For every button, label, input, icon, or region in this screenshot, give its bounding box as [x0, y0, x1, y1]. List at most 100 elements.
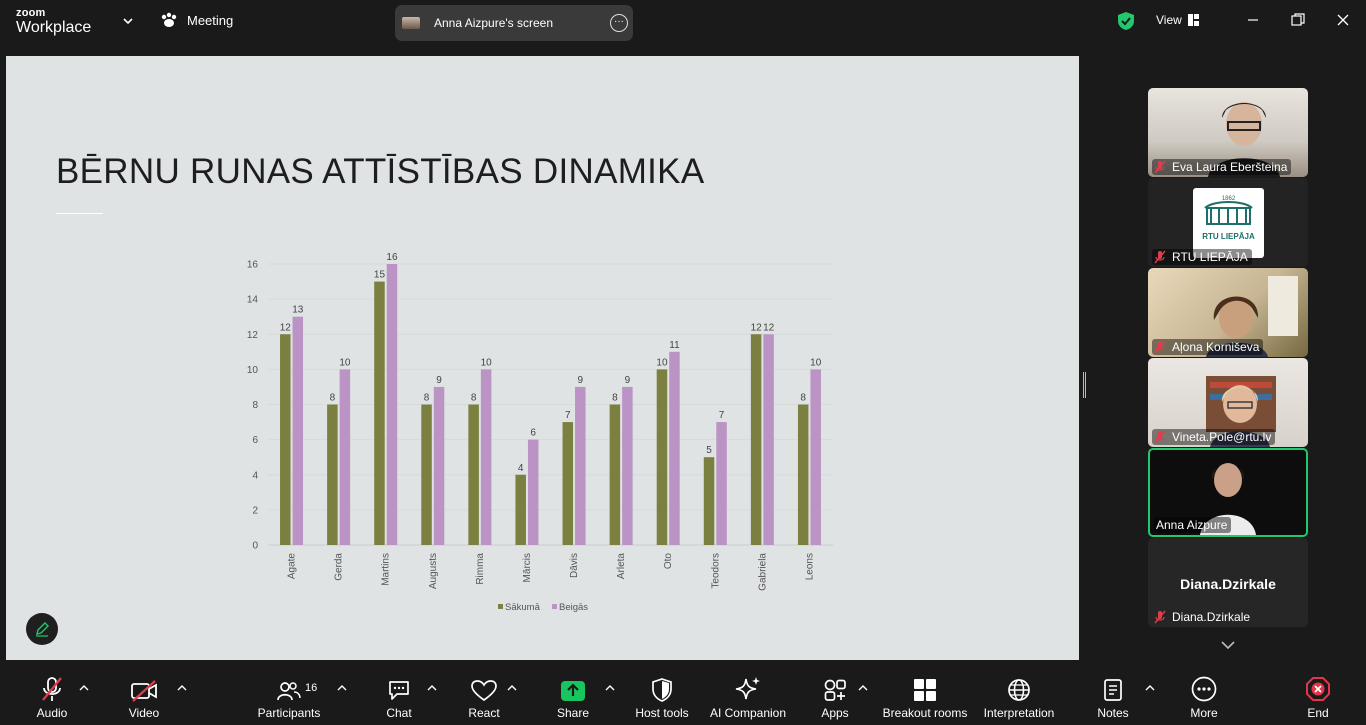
meeting-label: Meeting: [187, 12, 234, 28]
notes-label: Notes: [1097, 706, 1129, 720]
participant-tile-active-speaker[interactable]: Anna Aizpure: [1148, 448, 1308, 537]
data-label: 5: [706, 445, 712, 456]
close-icon[interactable]: [1335, 12, 1351, 28]
data-label: 12: [280, 322, 292, 333]
x-tick-label: Mārcis: [522, 553, 533, 582]
x-tick-label: Oto: [663, 553, 674, 570]
bar-beigas: [716, 422, 727, 545]
participant-tile[interactable]: Eva Laura Eberšteina: [1148, 88, 1308, 177]
notes-options-caret-icon[interactable]: [1145, 684, 1155, 692]
chat-button[interactable]: Chat: [380, 668, 418, 725]
x-tick-label: Dāvis: [569, 553, 580, 578]
audio-label: Audio: [36, 706, 68, 720]
notes-button[interactable]: Notes: [1094, 668, 1132, 725]
interpretation-button[interactable]: Interpretation: [982, 668, 1056, 725]
org-logo: 1862 RTU LIEPĀJA: [1193, 188, 1264, 258]
participant-tile[interactable]: Vineta.Pole@rtu.lv: [1148, 358, 1308, 447]
x-tick-label: Teodors: [710, 553, 721, 589]
host-tools-button[interactable]: Host tools: [634, 668, 690, 725]
participant-name-text: Eva Laura Eberšteina: [1172, 160, 1288, 174]
share-button[interactable]: Share: [553, 668, 593, 725]
video-button[interactable]: Video: [122, 668, 166, 725]
x-tick-label: Agate: [287, 553, 298, 580]
pencil-icon: [36, 622, 49, 637]
sparkle-icon: [735, 677, 760, 700]
annotate-button[interactable]: [26, 613, 58, 645]
x-tick-label: Gerda: [334, 553, 345, 581]
x-tick-label: Martins: [381, 553, 392, 586]
restore-icon[interactable]: [1290, 12, 1306, 28]
y-tick-label: 4: [252, 470, 258, 481]
security-shield-icon[interactable]: [1117, 11, 1135, 31]
data-label: 9: [436, 375, 442, 386]
bar-beigas: [527, 439, 539, 545]
react-options-caret-icon[interactable]: [507, 684, 517, 692]
bar-sakuma: [327, 404, 338, 545]
legend-label: Beigās: [559, 602, 588, 613]
more-button[interactable]: More: [1184, 668, 1224, 725]
participant-tile[interactable]: Aļona Korniševa: [1148, 268, 1308, 357]
slide-title: BĒRNU RUNAS ATTĪSTĪBAS DINAMIKA: [56, 152, 705, 191]
y-tick-label: 2: [252, 505, 258, 516]
data-label: 7: [719, 410, 725, 421]
x-tick-label: Arleta: [616, 553, 627, 580]
chat-options-caret-icon[interactable]: [427, 684, 437, 692]
ai-companion-label: AI Companion: [709, 706, 787, 720]
scroll-down-chevron-icon[interactable]: [1220, 639, 1236, 651]
data-label: 13: [292, 305, 304, 316]
bar-beigas: [292, 316, 304, 545]
apps-options-caret-icon[interactable]: [858, 684, 868, 692]
data-label: 16: [386, 252, 398, 263]
meeting-menu[interactable]: Meeting: [160, 12, 233, 28]
meeting-toolbar: Audio Video Participants 16 Chat React S…: [0, 668, 1366, 725]
ai-companion-button[interactable]: AI Companion: [708, 668, 788, 725]
share-options-caret-icon[interactable]: [605, 684, 615, 692]
data-label: 10: [810, 357, 822, 368]
muted-mic-icon: [42, 677, 62, 701]
minimize-icon[interactable]: [1245, 12, 1261, 28]
presenter-thumbnail: [402, 17, 420, 29]
participant-name: Anna Aizpure: [1154, 517, 1232, 533]
participants-options-caret-icon[interactable]: [337, 684, 347, 692]
bar-beigas: [339, 369, 351, 545]
participant-name: Diana.Dzirkale: [1152, 609, 1254, 625]
data-label: 10: [339, 357, 351, 368]
audio-options-caret-icon[interactable]: [79, 684, 89, 692]
muted-mic-icon: [1154, 340, 1166, 354]
data-label: 12: [751, 322, 763, 333]
more-options-icon[interactable]: ···: [610, 14, 628, 32]
muted-mic-icon: [1154, 160, 1166, 174]
react-button[interactable]: React: [464, 668, 504, 725]
audio-button[interactable]: Audio: [30, 668, 74, 725]
bar-chart: 02468101214161213Agate810Gerda1516Martin…: [247, 252, 833, 613]
title-underline: [56, 213, 103, 214]
apps-button[interactable]: Apps: [815, 668, 855, 725]
zoom-logo: zoom Workplace: [16, 8, 91, 36]
data-label: 8: [471, 393, 477, 404]
participant-name-text: Anna Aizpure: [1156, 518, 1228, 532]
video-options-caret-icon[interactable]: [177, 684, 187, 692]
host-shield-icon: [652, 678, 672, 702]
end-button[interactable]: End: [1298, 668, 1338, 725]
participant-tile[interactable]: Diana.Dzirkale Diana.Dzirkale: [1148, 538, 1308, 627]
data-label: 8: [800, 393, 806, 404]
shared-screen-pill[interactable]: Anna Aizpure's screen ···: [395, 5, 633, 41]
participant-name-text: RTU LIEPĀJA: [1172, 250, 1248, 264]
participant-name: Eva Laura Eberšteina: [1152, 159, 1292, 175]
resize-handle[interactable]: [1083, 372, 1086, 398]
data-label: 9: [625, 375, 631, 386]
host-tools-label: Host tools: [635, 706, 689, 720]
participant-tile[interactable]: 1862 RTU LIEPĀJA RTU LIEPĀJA: [1148, 178, 1308, 267]
participants-button[interactable]: Participants: [258, 668, 320, 725]
data-label: 4: [518, 463, 524, 474]
participant-video: [1208, 102, 1280, 177]
y-tick-label: 8: [252, 400, 258, 411]
breakout-rooms-button[interactable]: Breakout rooms: [880, 668, 970, 725]
end-label: End: [1307, 706, 1329, 720]
view-button[interactable]: View: [1156, 13, 1199, 27]
bar-beigas: [575, 386, 586, 545]
y-tick-label: 12: [247, 330, 259, 341]
participant-name: Aļona Korniševa: [1152, 339, 1264, 355]
chevron-down-icon[interactable]: [122, 15, 134, 27]
bar-sakuma: [421, 404, 432, 545]
